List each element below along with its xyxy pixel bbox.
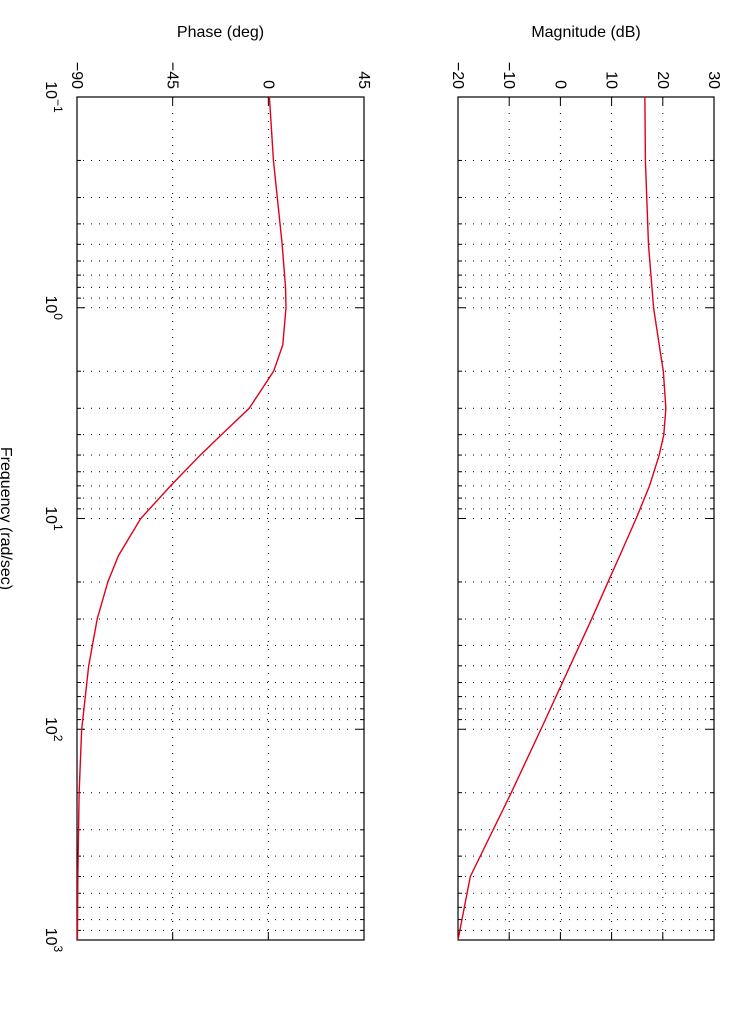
frequency-axis-label: Frequency (rad/sec): [0, 447, 14, 590]
frequency-tick-label: 10−1: [42, 81, 65, 113]
frequency-tick-label: 101: [42, 506, 65, 531]
phase-y-tick-label: −90: [68, 62, 85, 89]
phase-axis-label: Phase (deg): [177, 24, 264, 41]
magnitude-y-tick-label: 10: [603, 71, 620, 89]
phase-panel: −90 −45 0 45 Phase (deg): [68, 24, 372, 941]
phase-y-tick-label: 45: [355, 71, 372, 89]
phase-tick-labels: −90 −45 0 45: [68, 62, 372, 89]
magnitude-panel: −20 −10 0 10 20 30 Magnitude (dB): [449, 24, 722, 941]
phase-curve: [76, 96, 287, 941]
phase-plot-frame: [76, 96, 365, 941]
phase-grid: [77, 97, 364, 940]
frequency-tick-labels: 10−1 100 101 102 103: [42, 81, 65, 952]
magnitude-y-tick-label: 20: [654, 71, 671, 89]
magnitude-y-tick-label: −10: [500, 62, 517, 89]
magnitude-axis-label: Magnitude (dB): [531, 24, 640, 41]
frequency-tick-label: 100: [42, 296, 65, 321]
frequency-tick-label: 102: [42, 717, 65, 742]
magnitude-tick-labels: −20 −10 0 10 20 30: [449, 62, 722, 89]
magnitude-curve: [457, 96, 667, 941]
phase-y-tick-label: −45: [164, 62, 181, 89]
phase-y-tick-label: 0: [259, 80, 276, 89]
phase-ticks: [76, 96, 365, 941]
frequency-tick-label: 103: [42, 928, 65, 953]
magnitude-y-tick-label: −20: [449, 62, 466, 89]
magnitude-grid: [458, 97, 714, 940]
magnitude-y-tick-label: 0: [551, 80, 568, 89]
magnitude-y-tick-label: 30: [705, 71, 722, 89]
